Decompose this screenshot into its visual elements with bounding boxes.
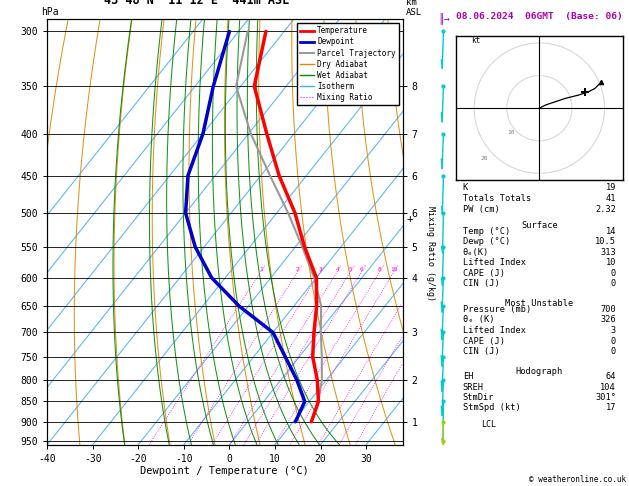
Text: PW (cm): PW (cm) — [463, 205, 499, 214]
Text: 2.32: 2.32 — [595, 205, 616, 214]
Text: 0: 0 — [611, 269, 616, 278]
Text: Temp (°C): Temp (°C) — [463, 227, 510, 236]
Text: 3: 3 — [611, 326, 616, 335]
Text: 14: 14 — [606, 227, 616, 236]
Text: Most Unstable: Most Unstable — [505, 299, 574, 308]
Text: 301°: 301° — [595, 393, 616, 402]
Text: CIN (J): CIN (J) — [463, 347, 499, 356]
Text: EH: EH — [463, 372, 473, 382]
Text: hPa: hPa — [41, 7, 58, 17]
Text: 5: 5 — [348, 267, 352, 272]
Text: SREH: SREH — [463, 382, 484, 392]
Text: 1: 1 — [259, 267, 263, 272]
Text: 10: 10 — [390, 267, 398, 272]
Text: Mixing Ratio (g/kg): Mixing Ratio (g/kg) — [426, 206, 435, 301]
Text: 19: 19 — [606, 183, 616, 192]
Text: Lifted Index: Lifted Index — [463, 326, 526, 335]
Text: 8: 8 — [378, 267, 382, 272]
Text: Lifted Index: Lifted Index — [463, 258, 526, 267]
Text: 10: 10 — [606, 258, 616, 267]
Text: StmSpd (kt): StmSpd (kt) — [463, 403, 520, 413]
Text: CAPE (J): CAPE (J) — [463, 269, 504, 278]
X-axis label: Dewpoint / Temperature (°C): Dewpoint / Temperature (°C) — [140, 467, 309, 476]
Text: θₑ(K): θₑ(K) — [463, 248, 489, 257]
Text: 2: 2 — [296, 267, 299, 272]
Text: Dewp (°C): Dewp (°C) — [463, 238, 510, 246]
Text: 700: 700 — [600, 305, 616, 314]
Text: km
ASL: km ASL — [406, 0, 422, 17]
Text: Surface: Surface — [521, 221, 558, 230]
Text: 20: 20 — [481, 156, 488, 161]
Text: 313: 313 — [600, 248, 616, 257]
Text: 10.5: 10.5 — [595, 238, 616, 246]
Text: 0: 0 — [611, 279, 616, 288]
Text: CAPE (J): CAPE (J) — [463, 337, 504, 346]
Text: CIN (J): CIN (J) — [463, 279, 499, 288]
Legend: Temperature, Dewpoint, Parcel Trajectory, Dry Adiabat, Wet Adiabat, Isotherm, Mi: Temperature, Dewpoint, Parcel Trajectory… — [297, 23, 399, 105]
Text: 6: 6 — [360, 267, 364, 272]
Text: θₑ (K): θₑ (K) — [463, 315, 494, 325]
Text: ║→: ║→ — [438, 12, 450, 24]
Text: 0: 0 — [611, 347, 616, 356]
Text: © weatheronline.co.uk: © weatheronline.co.uk — [529, 474, 626, 484]
Text: 3: 3 — [318, 267, 322, 272]
Text: Pressure (mb): Pressure (mb) — [463, 305, 531, 314]
Text: Totals Totals: Totals Totals — [463, 194, 531, 203]
Text: 41: 41 — [606, 194, 616, 203]
Text: 43°48'N  11°12'E  441m ASL: 43°48'N 11°12'E 441m ASL — [104, 0, 289, 7]
Text: 104: 104 — [600, 382, 616, 392]
Text: 4: 4 — [335, 267, 339, 272]
Text: 64: 64 — [606, 372, 616, 382]
Text: StmDir: StmDir — [463, 393, 494, 402]
Text: K: K — [463, 183, 468, 192]
Text: +: + — [407, 214, 413, 225]
Text: Hodograph: Hodograph — [516, 367, 563, 376]
Text: kt: kt — [471, 36, 480, 45]
Text: 0: 0 — [611, 337, 616, 346]
Text: 08.06.2024  06GMT  (Base: 06): 08.06.2024 06GMT (Base: 06) — [456, 12, 623, 21]
Text: 326: 326 — [600, 315, 616, 325]
Text: 17: 17 — [606, 403, 616, 413]
Text: 10: 10 — [507, 130, 515, 135]
Text: LCL: LCL — [481, 419, 496, 429]
